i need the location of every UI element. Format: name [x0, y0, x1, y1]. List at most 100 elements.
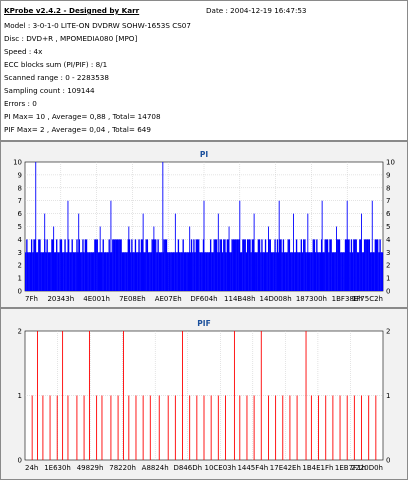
pi-baseline-bar	[306, 252, 308, 291]
pi-baseline-bar	[108, 239, 110, 291]
pi-baseline-bar	[337, 239, 339, 291]
pi-baseline-bar	[107, 252, 109, 291]
pi-baseline-bar	[171, 252, 174, 291]
pi-baseline-bar	[260, 252, 262, 291]
pi-baseline-bar	[239, 252, 242, 291]
pi-baseline-bar	[269, 239, 271, 291]
pi-baseline-bar	[174, 252, 176, 291]
pi-baseline-bar	[310, 252, 312, 291]
pi-baseline-bar	[95, 239, 97, 291]
pi-baseline-bar	[147, 252, 150, 291]
pi-baseline-bar	[311, 252, 313, 291]
pi-baseline-bar	[243, 239, 245, 291]
pi-baseline-bar	[289, 252, 292, 291]
pif-x-tick-label: 1E630h	[44, 464, 71, 472]
pi-baseline-bar	[165, 239, 168, 291]
pi-baseline-bar	[137, 252, 139, 291]
pi-baseline-bar	[377, 239, 379, 291]
pi-baseline-bar	[46, 239, 48, 291]
pi-baseline-bar	[58, 252, 60, 291]
pi-baseline-bar	[89, 252, 91, 291]
pi-baseline-bar	[351, 252, 354, 291]
pi-baseline-bar	[240, 252, 243, 291]
pi-y-tick-right: 9	[386, 171, 390, 179]
pi-baseline-bar	[101, 252, 103, 291]
pi-baseline-bar	[256, 252, 258, 291]
pi-baseline-bar	[245, 252, 248, 291]
pi-baseline-bar	[242, 239, 244, 291]
pi-x-tick-label: 1BF38Eh	[332, 295, 363, 303]
pi-baseline-bar	[138, 239, 140, 291]
pi-baseline-bar	[268, 239, 270, 291]
pi-baseline-bar	[102, 239, 104, 291]
pi-baseline-bar	[319, 252, 322, 291]
pi-x-tick-label: 7Fh	[25, 295, 38, 303]
pi-baseline-bar	[266, 252, 268, 291]
pi-baseline-bar	[286, 252, 288, 291]
pif-x-tick-label: A8824h	[142, 464, 169, 472]
pi-baseline-bar	[214, 239, 217, 291]
pi-baseline-bar	[218, 252, 220, 291]
pi-baseline-bar	[97, 252, 100, 291]
pi-baseline-bar	[126, 252, 128, 291]
pi-baseline-bar	[208, 252, 211, 291]
pi-baseline-bar	[112, 239, 114, 291]
pif-y-tick-left: 2	[18, 328, 22, 336]
pi-baseline-bar	[293, 252, 295, 291]
pi-baseline-bar	[368, 239, 371, 291]
pi-baseline-bar	[331, 252, 334, 291]
pi-baseline-bar	[141, 239, 144, 291]
pi-baseline-bar	[70, 252, 72, 291]
pi-baseline-bar	[113, 239, 115, 291]
pi-baseline-bar	[230, 252, 232, 291]
pi-baseline-bar	[40, 252, 42, 291]
pi-baseline-bar	[83, 252, 85, 291]
pi-baseline-bar	[371, 252, 373, 291]
pi-baseline-bar	[369, 252, 372, 291]
pi-baseline-bar	[158, 252, 160, 291]
pi-baseline-bar	[295, 239, 298, 291]
pi-baseline-bar	[255, 252, 257, 291]
pi-y-tick-left: 5	[18, 223, 22, 231]
pi-baseline-bar	[233, 239, 236, 291]
pi-baseline-bar	[349, 252, 351, 291]
pi-baseline-bar	[41, 252, 44, 291]
pi-y-tick-left: 10	[13, 159, 22, 167]
pi-baseline-bar	[42, 252, 45, 291]
pi-baseline-bar	[128, 239, 131, 291]
pi-baseline-bar	[52, 239, 54, 291]
pi-baseline-bar	[144, 252, 146, 291]
pi-baseline-bar	[305, 252, 307, 291]
pi-baseline-bar	[159, 252, 162, 291]
pi-y-tick-left: 3	[18, 249, 22, 257]
pi-x-tick-label: AE07Eh	[155, 295, 182, 303]
pif-x-tick-label: 24h	[25, 464, 38, 472]
pif-y-tick-right: 2	[386, 328, 390, 336]
pi-baseline-bar	[221, 252, 224, 291]
pi-baseline-bar	[301, 252, 304, 291]
pi-baseline-bar	[378, 252, 380, 291]
pi-baseline-bar	[362, 252, 365, 291]
pi-baseline-bar	[139, 252, 141, 291]
pi-baseline-bar	[381, 252, 384, 291]
pif-x-tick-label: 10CE03h	[204, 464, 236, 472]
pi-chart: PI 0 0 1 1 2 2 3 3 4 4 5 5 6 6 7 7 8 8 9 9 10 10 7Fh 20343h 4E001…	[13, 150, 395, 303]
pi-baseline-bar	[25, 252, 27, 291]
pi-baseline-bar	[103, 252, 106, 291]
pi-baseline-bar	[279, 239, 281, 291]
pi-baseline-bar	[317, 252, 319, 291]
pi-baseline-bar	[326, 239, 329, 291]
pi-baseline-bar	[91, 252, 94, 291]
pi-baseline-bar	[54, 252, 57, 291]
pi-baseline-bar	[118, 239, 120, 291]
pi-baseline-bar	[47, 252, 50, 291]
pi-baseline-bar	[272, 252, 274, 291]
pif-y-tick-left: 0	[18, 457, 22, 465]
pi-baseline-bar	[33, 239, 35, 291]
pi-baseline-bar	[75, 252, 77, 291]
pi-baseline-bar	[329, 239, 331, 291]
pi-baseline-bar	[56, 239, 58, 291]
pi-baseline-bar	[336, 239, 338, 291]
pi-baseline-bar	[276, 239, 279, 291]
pi-baseline-bar	[135, 252, 138, 291]
